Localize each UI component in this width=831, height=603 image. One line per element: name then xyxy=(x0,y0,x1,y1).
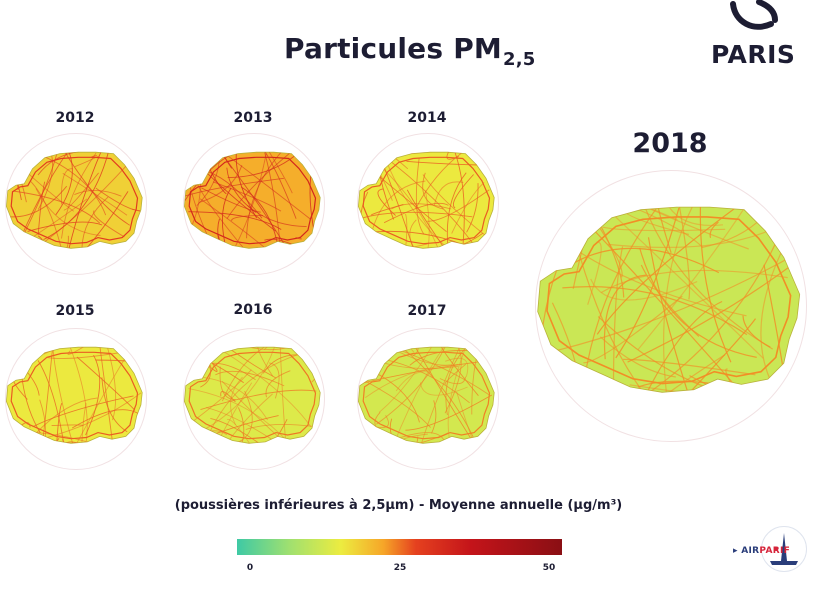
airparif-suffix: PARIF xyxy=(759,546,791,556)
year-label-2013: 2013 xyxy=(233,110,273,126)
paris-map-2012 xyxy=(5,151,143,249)
year-label-2012: 2012 xyxy=(55,110,95,126)
paris-logo: PARIS xyxy=(705,0,815,75)
airparif-badge xyxy=(761,526,807,572)
scale-tick-max: 50 xyxy=(542,563,556,573)
title-main: Particules PM xyxy=(284,32,502,65)
airparif-eiffel-icon xyxy=(770,533,798,565)
page-title: Particules PM2,5 xyxy=(284,32,535,70)
scale-tick-mid: 25 xyxy=(393,563,407,573)
paris-boat-icon xyxy=(730,0,778,30)
airparif-logo: ▸ AIRPARIF xyxy=(733,526,813,572)
year-label-2017: 2017 xyxy=(407,303,447,319)
legend-caption: (poussières inférieures à 2,5µm) - Moyen… xyxy=(174,498,623,513)
airparif-text: ▸ AIRPARIF xyxy=(733,546,791,556)
title-subscript: 2,5 xyxy=(502,49,536,70)
paris-map-2018 xyxy=(537,206,801,393)
color-scale-bar xyxy=(237,539,562,555)
year-label-2016: 2016 xyxy=(233,302,273,318)
paris-map-2014 xyxy=(357,151,495,249)
year-label-2014: 2014 xyxy=(407,110,447,126)
road-network-2016 xyxy=(185,347,321,444)
scale-tick-min: 0 xyxy=(246,563,254,573)
paris-map-2015 xyxy=(5,346,143,444)
year-label-2018: 2018 xyxy=(632,128,708,159)
year-label-2015: 2015 xyxy=(55,303,95,319)
paris-logo-text: PARIS xyxy=(711,40,796,69)
paris-map-2016 xyxy=(183,346,321,444)
airparif-prefix: AIR xyxy=(741,546,760,556)
road-network-2013 xyxy=(184,152,318,249)
